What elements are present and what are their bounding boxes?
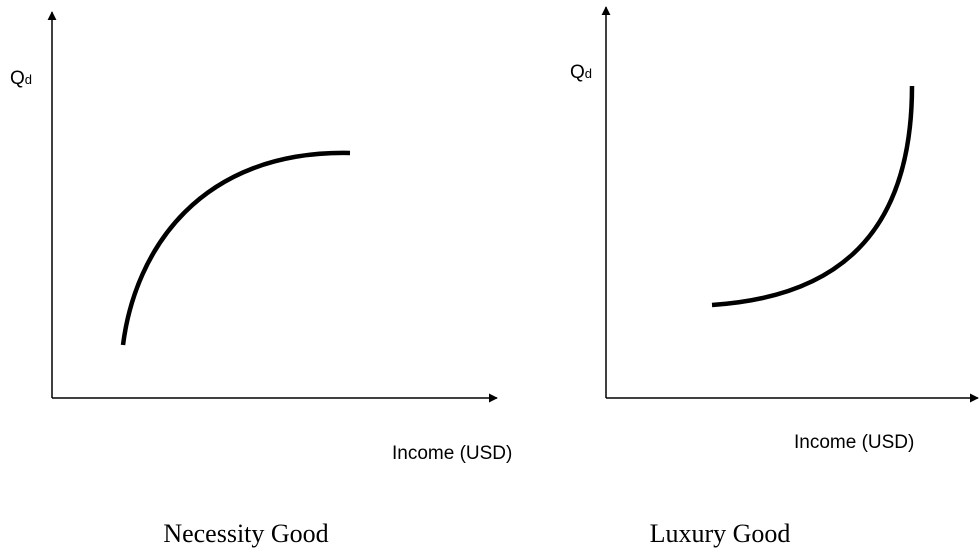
caption: Luxury Good — [650, 519, 791, 548]
y-axis-label: Qd — [10, 68, 32, 89]
y-label-sub: d — [585, 66, 592, 81]
necessity-graph: Qd Income (USD) Necessity Good — [10, 11, 512, 548]
demand-curve — [711, 85, 915, 308]
y-label-sub: d — [25, 72, 32, 87]
y-axis-label: Qd — [570, 62, 592, 83]
luxury-graph: Qd Income (USD) Luxury Good — [570, 6, 979, 548]
y-label-main: Q — [10, 68, 25, 89]
y-label-main: Q — [570, 62, 585, 83]
demand-curve — [120, 150, 351, 346]
x-axis-label: Income (USD) — [794, 432, 914, 453]
x-axis-label: Income (USD) — [392, 443, 512, 464]
caption: Necessity Good — [163, 519, 328, 548]
